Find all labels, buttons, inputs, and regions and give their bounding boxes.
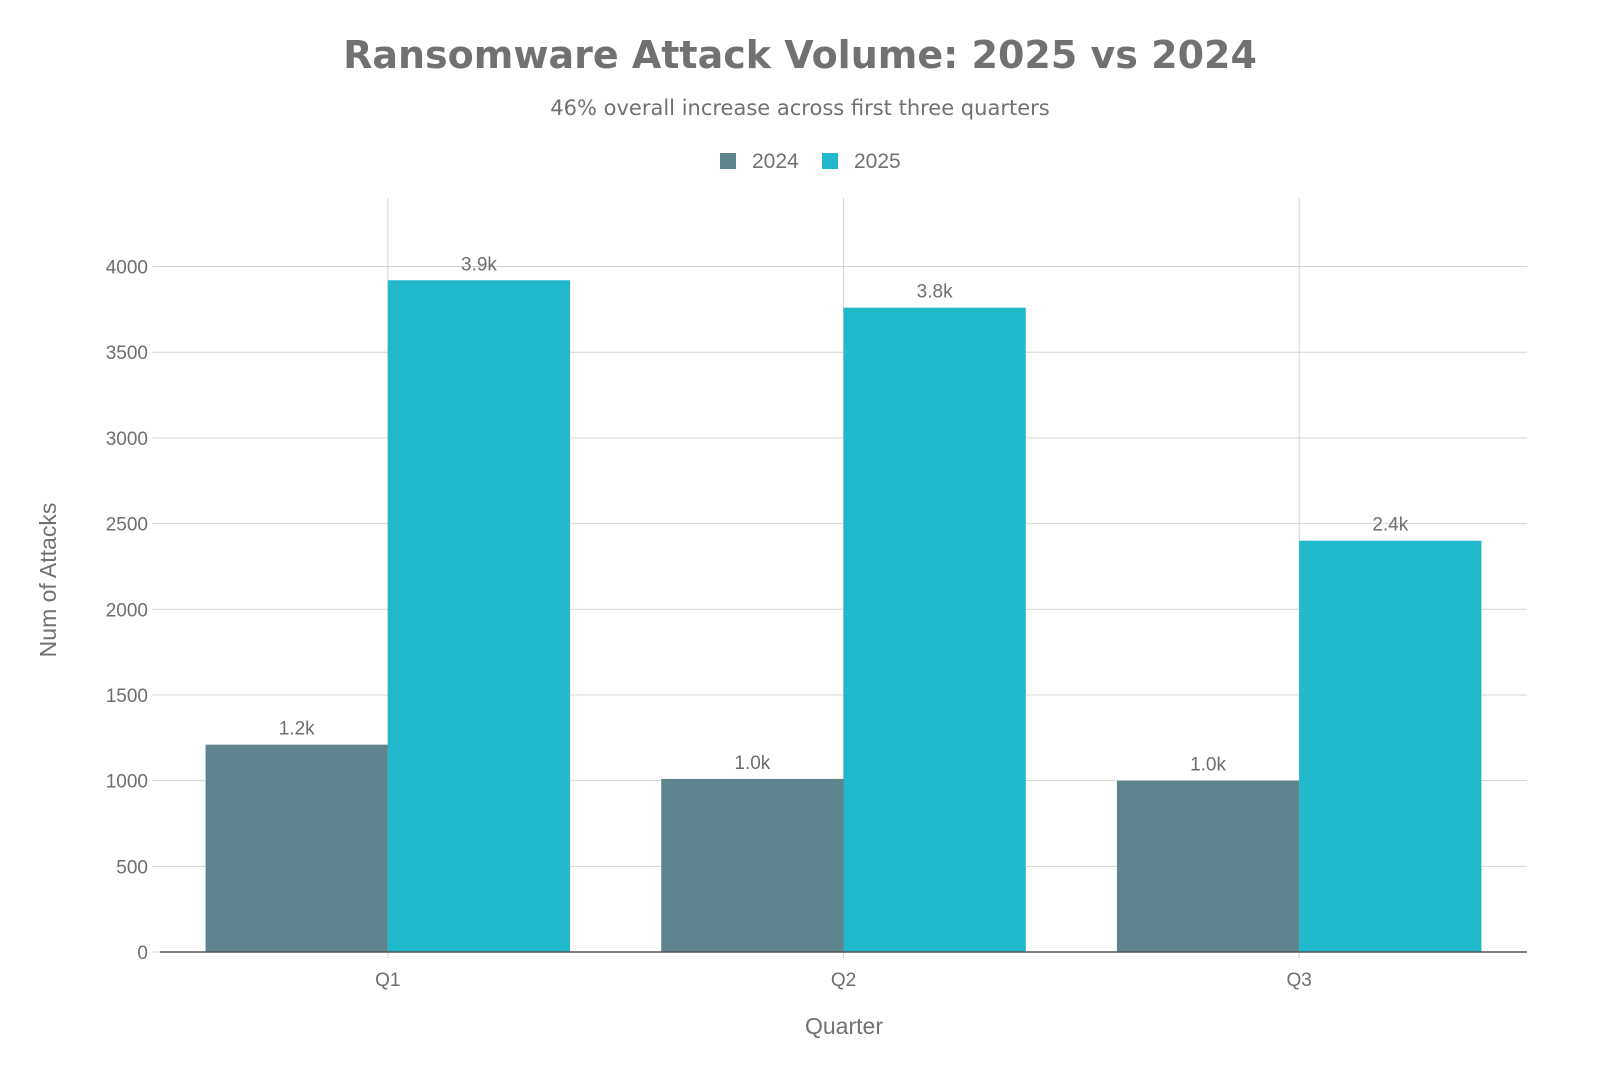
data-labels: 1.2k 3.9k 1.0k 3.8k 1.0k 2.4k bbox=[279, 254, 1409, 775]
x-tick-label: Q1 bbox=[375, 970, 400, 991]
x-axis-ticks: Q1 Q2 Q3 bbox=[375, 952, 1312, 991]
bar-2025-Q3 bbox=[1299, 540, 1482, 952]
bar-2025-Q2 bbox=[843, 307, 1026, 952]
x-axis-label: Quarter bbox=[805, 1013, 883, 1039]
legend-swatch-2024 bbox=[720, 153, 736, 169]
data-label: 2.4k bbox=[1372, 515, 1408, 536]
y-tick-label: 0 bbox=[137, 943, 148, 964]
x-tick-label: Q2 bbox=[831, 970, 856, 991]
chart-title: Ransomware Attack Volume: 2025 vs 2024 bbox=[343, 33, 1257, 77]
chart-subtitle: 46% overall increase across first three … bbox=[550, 96, 1049, 120]
y-tick-label: 4000 bbox=[106, 258, 148, 279]
y-tick-label: 3500 bbox=[106, 343, 148, 364]
y-tick-label: 3000 bbox=[106, 429, 148, 450]
y-tick-label: 2500 bbox=[106, 515, 148, 536]
bar-2024-Q2 bbox=[661, 778, 844, 952]
data-label: 3.8k bbox=[917, 282, 953, 303]
y-tick-label: 1000 bbox=[106, 772, 148, 793]
data-label: 1.0k bbox=[734, 753, 770, 774]
y-axis-ticks: 0 500 1000 1500 2000 2500 3000 3500 4000 bbox=[106, 258, 160, 964]
bar-2024-Q1 bbox=[205, 744, 388, 952]
y-tick-label: 2000 bbox=[106, 600, 148, 621]
x-tick-label: Q3 bbox=[1286, 970, 1311, 991]
y-axis-label: Num of Attacks bbox=[35, 503, 61, 658]
y-tick-label: 500 bbox=[116, 857, 148, 878]
bar-2025-Q1 bbox=[387, 280, 571, 953]
legend-label-2024: 2024 bbox=[752, 150, 799, 173]
data-label: 1.0k bbox=[1190, 755, 1226, 776]
chart-legend: 2024 2025 bbox=[720, 150, 901, 173]
data-label: 3.9k bbox=[461, 254, 497, 275]
legend-swatch-2025 bbox=[822, 153, 838, 169]
bars bbox=[205, 280, 1482, 953]
legend-label-2025: 2025 bbox=[854, 150, 901, 173]
bar-2024-Q3 bbox=[1116, 780, 1300, 952]
y-tick-label: 1500 bbox=[106, 686, 148, 707]
data-label: 1.2k bbox=[279, 719, 315, 740]
